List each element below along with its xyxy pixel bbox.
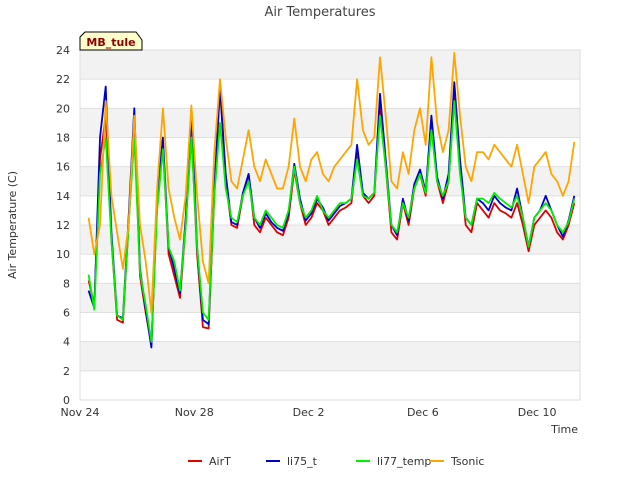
y-tick-label: 12 bbox=[56, 219, 70, 232]
series-line-AirT bbox=[87, 85, 576, 346]
background-bands bbox=[80, 50, 580, 371]
y-tick-label: 20 bbox=[56, 102, 70, 115]
y-tick-label: 18 bbox=[56, 132, 70, 145]
site-badge-label: MB_tule bbox=[86, 36, 135, 49]
band-2 bbox=[80, 341, 580, 371]
y-tick-label: 8 bbox=[63, 277, 70, 290]
x-tick-label: Dec 10 bbox=[518, 406, 557, 419]
x-tick-label: Nov 24 bbox=[61, 406, 100, 419]
y-tick-label: 22 bbox=[56, 73, 70, 86]
x-axis-ticks: Nov 24 Nov 28 Dec 2 Dec 6 Dec 10 bbox=[61, 406, 557, 419]
band-10 bbox=[80, 225, 580, 255]
series-lines bbox=[87, 52, 576, 349]
x-axis-label: Time bbox=[550, 423, 578, 436]
legend-label-Tsonic: Tsonic bbox=[450, 455, 484, 468]
x-tick-label: Dec 6 bbox=[407, 406, 439, 419]
y-tick-label: 14 bbox=[56, 190, 70, 203]
band-6 bbox=[80, 283, 580, 313]
band-18 bbox=[80, 108, 580, 138]
legend: AirT li75_t li77_temp Tsonic bbox=[188, 455, 484, 468]
y-tick-label: 4 bbox=[63, 336, 70, 349]
legend-label-AirT: AirT bbox=[209, 455, 231, 468]
chart-title: Air Temperatures bbox=[264, 5, 375, 20]
site-badge-shape bbox=[79, 31, 143, 51]
band-22 bbox=[80, 50, 580, 80]
y-tick-label: 10 bbox=[56, 248, 70, 261]
series-line-Tsonic bbox=[87, 52, 576, 314]
y-tick-label: 0 bbox=[63, 394, 70, 407]
series-line-li77_temp bbox=[87, 100, 576, 343]
y-tick-label: 16 bbox=[56, 161, 70, 174]
plot-area-border bbox=[79, 49, 581, 401]
y-tick-label: 24 bbox=[56, 44, 70, 57]
y-axis-label: Air Temperature (C) bbox=[6, 171, 19, 279]
legend-label-li75_t: li75_t bbox=[287, 455, 318, 468]
site-badge: MB_tule bbox=[79, 31, 143, 51]
y-tick-label: 2 bbox=[63, 365, 70, 378]
band-14 bbox=[80, 166, 580, 196]
x-tick-label: Dec 2 bbox=[293, 406, 325, 419]
x-tick-label: Nov 28 bbox=[175, 406, 214, 419]
y-tick-label: 6 bbox=[63, 307, 70, 320]
legend-label-li77_temp: li77_temp bbox=[377, 455, 431, 468]
